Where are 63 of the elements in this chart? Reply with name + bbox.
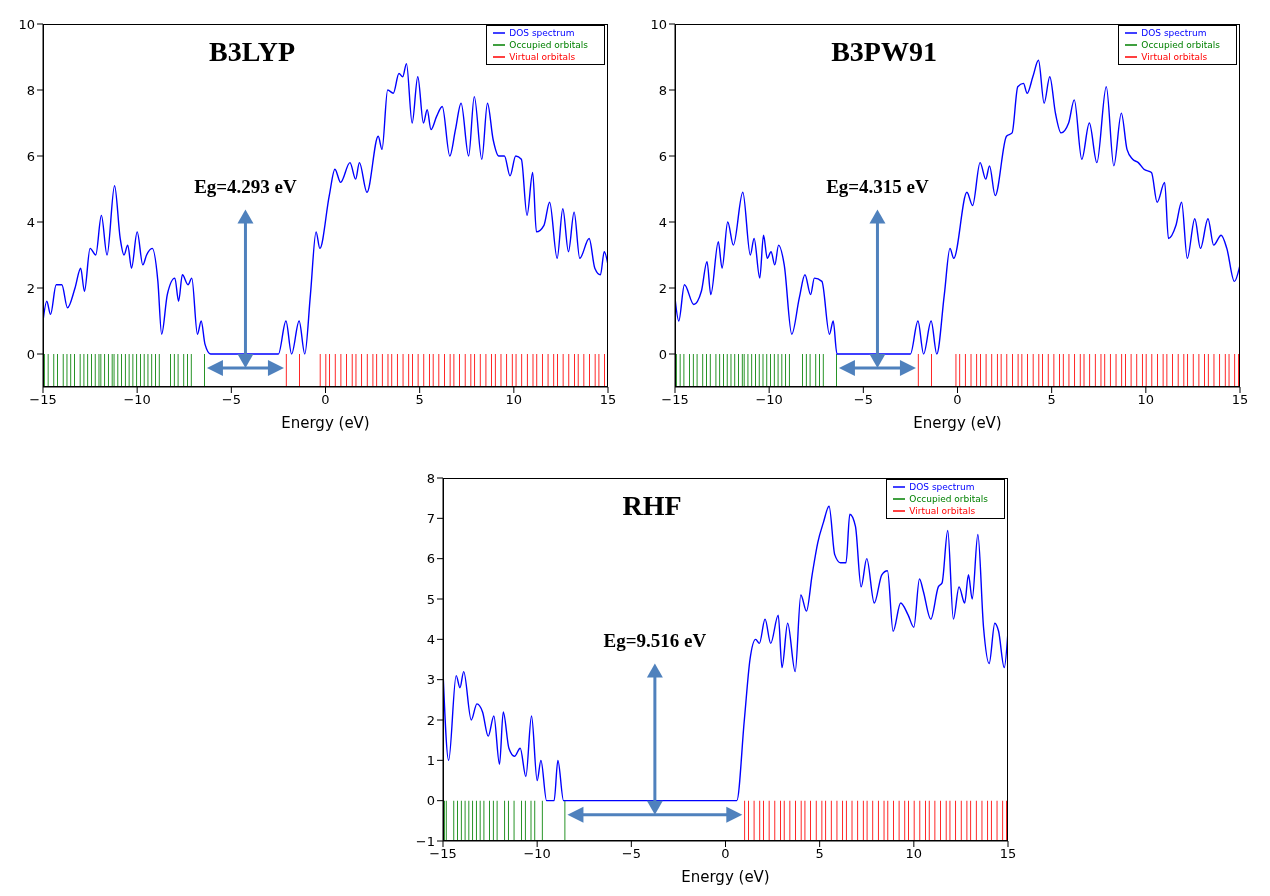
y-tick-label: 4	[426, 631, 435, 647]
y-tick-label: 2	[658, 280, 667, 296]
x-tick-label: −15	[661, 392, 689, 408]
y-tick-label: 5	[426, 591, 435, 607]
y-tick-label: 0	[658, 346, 667, 362]
legend-label: DOS spectrum	[509, 27, 575, 38]
y-tick-label: 3	[426, 672, 435, 688]
legend-label: Occupied orbitals	[509, 39, 588, 50]
legend-label: Virtual orbitals	[1141, 51, 1208, 62]
y-tick-label: 10	[650, 16, 667, 32]
y-tick-label: 1	[426, 752, 435, 768]
y-tick-label: −1	[415, 833, 435, 849]
y-tick-label: 8	[658, 82, 667, 98]
legend-label: Occupied orbitals	[1141, 39, 1220, 50]
x-axis-title: Energy (eV)	[913, 414, 1002, 432]
legend-label: Virtual orbitals	[909, 505, 976, 516]
y-tick-label: 6	[426, 551, 435, 567]
x-tick-label: −5	[221, 392, 241, 408]
x-tick-label: −5	[853, 392, 873, 408]
x-tick-label: 0	[953, 392, 962, 408]
y-tick-label: 8	[26, 82, 35, 98]
x-tick-label: −15	[29, 392, 57, 408]
legend-label: Occupied orbitals	[909, 493, 988, 504]
x-tick-label: −15	[429, 846, 457, 862]
legend-label: DOS spectrum	[909, 481, 975, 492]
x-tick-label: 10	[1137, 392, 1155, 408]
x-tick-label: −10	[755, 392, 783, 408]
y-tick-label: 4	[26, 214, 35, 230]
x-tick-label: −5	[621, 846, 641, 862]
y-tick-label: 2	[26, 280, 35, 296]
y-tick-label: 2	[426, 712, 435, 728]
y-tick-label: 0	[26, 346, 35, 362]
x-axis-title: Energy (eV)	[681, 868, 770, 886]
x-tick-label: −10	[123, 392, 151, 408]
x-tick-label: 15	[999, 846, 1017, 862]
x-tick-label: 10	[505, 392, 523, 408]
annotation: Eg=4.293 eV	[193, 175, 298, 198]
chart-title: B3PW91	[830, 36, 938, 68]
annotation: Eg=4.315 eV	[825, 175, 930, 198]
line-series	[675, 59, 1240, 355]
legend-label: DOS spectrum	[1141, 27, 1207, 38]
y-tick-label: 10	[18, 16, 35, 32]
x-tick-label: 15	[1231, 392, 1249, 408]
x-tick-label: 0	[721, 846, 730, 862]
x-tick-label: −10	[523, 846, 551, 862]
y-tick-label: 4	[658, 214, 667, 230]
y-tick-label: 6	[26, 148, 35, 164]
x-tick-label: 5	[1047, 392, 1056, 408]
y-tick-label: 0	[426, 793, 435, 809]
legend-label: Virtual orbitals	[509, 51, 576, 62]
chart-title: B3LYP	[208, 36, 297, 68]
x-tick-label: 0	[321, 392, 330, 408]
x-tick-label: 10	[905, 846, 923, 862]
x-tick-label: 5	[815, 846, 824, 862]
chart-title: RHF	[621, 490, 683, 522]
annotation: Eg=9.516 eV	[602, 629, 708, 652]
x-tick-label: 5	[415, 392, 424, 408]
y-tick-label: 7	[426, 510, 435, 526]
x-axis-title: Energy (eV)	[281, 414, 370, 432]
y-tick-label: 8	[426, 470, 435, 486]
y-tick-label: 6	[658, 148, 667, 164]
x-tick-label: 15	[599, 392, 617, 408]
line-series	[43, 62, 608, 355]
